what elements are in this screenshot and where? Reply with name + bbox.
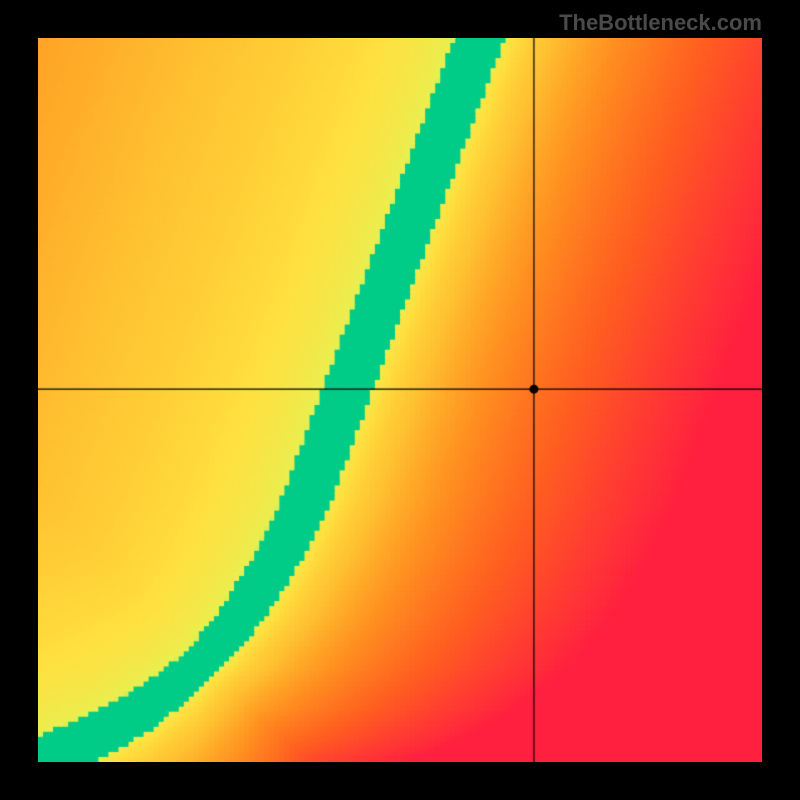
- chart-stage: TheBottleneck.com: [0, 0, 800, 800]
- watermark-text: TheBottleneck.com: [559, 10, 762, 36]
- bottleneck-heatmap-canvas: [38, 38, 762, 762]
